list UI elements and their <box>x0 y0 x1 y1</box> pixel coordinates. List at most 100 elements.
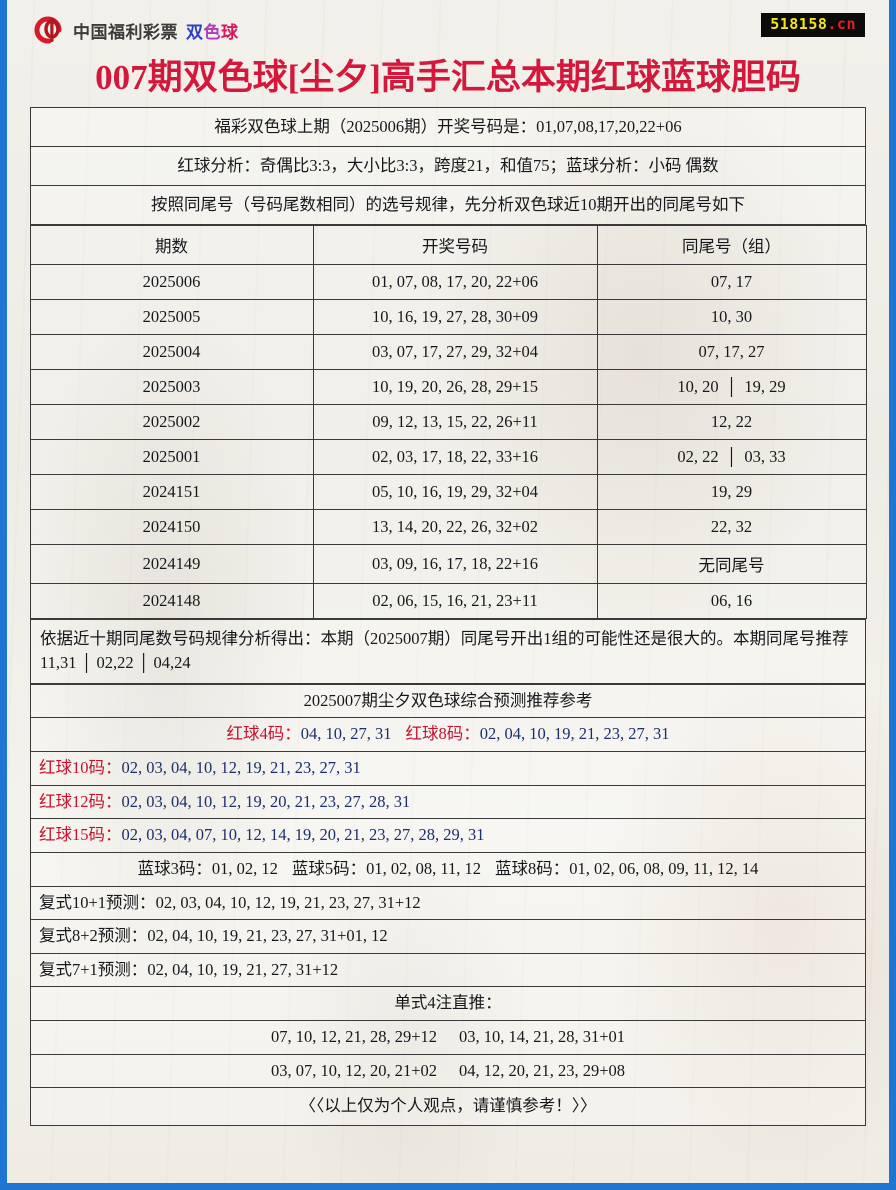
cell-issue: 2025004 <box>29 334 314 370</box>
url-badge-name: 518158 <box>770 15 828 33</box>
cell-tails: 19, 29 <box>596 474 867 510</box>
cell-tails: 22, 32 <box>596 509 867 545</box>
cell-issue: 2024148 <box>29 583 314 619</box>
cell-issue: 2025003 <box>29 369 314 405</box>
cell-tails: 07, 17, 27 <box>596 334 867 370</box>
cell-numbers: 02, 03, 17, 18, 22, 33+16 <box>312 439 598 475</box>
danshi-row-2: 03, 07, 10, 12, 20, 21+02 04, 12, 20, 21,… <box>30 1053 866 1089</box>
table-row: 红球10码：02, 03, 04, 10, 12, 19, 21, 23, 27… <box>30 751 866 786</box>
danshi-1-right: 03, 10, 14, 21, 28, 31+01 <box>459 1027 626 1047</box>
header-issue: 期数 <box>29 225 314 265</box>
danshi-2-right: 04, 12, 20, 21, 23, 29+08 <box>459 1060 626 1080</box>
table-row: 蓝球3码：01, 02, 12 蓝球5码：01, 02, 08, 11, 12 蓝球… <box>30 851 866 887</box>
red-12-row: 红球12码：02, 03, 04, 10, 12, 19, 20, 21, 23… <box>30 784 866 820</box>
red8-value: 02, 04, 10, 19, 21, 23, 27, 31 <box>479 724 670 744</box>
table-row: 红球4码：04, 10, 27, 31 红球8码：02, 04, 10, 19, … <box>30 717 866 753</box>
tail-group: 12, 22 <box>710 412 753 431</box>
cell-tails: 07, 17 <box>596 264 867 300</box>
cell-numbers: 09, 12, 13, 15, 22, 26+11 <box>312 404 598 440</box>
table-row: 单式4注直推： <box>30 986 866 1022</box>
cell-tails: 无同尾号 <box>596 544 867 584</box>
blue5-label: 蓝球5码： <box>291 858 367 878</box>
table-row: 红球15码：02, 03, 04, 07, 10, 12, 14, 19, 20… <box>30 818 866 853</box>
red8-label: 红球8码： <box>405 724 480 744</box>
cell-numbers: 02, 06, 15, 16, 21, 23+11 <box>312 583 598 619</box>
summary-banner-table: 福彩双色球上期（2025006期）开奖号码是：01,07,08,17,20,22… <box>30 107 866 225</box>
prediction-table: 2025007期尘夕双色球综合预测推荐参考 红球4码：04, 10, 27, 3… <box>30 683 866 1126</box>
rule-intro-banner: 按照同尾号（号码尾数相同）的选号规律，先分析双色球近10期开出的同尾号如下 <box>30 185 866 225</box>
draw-history-table: 期数 开奖号码 同尾号（组） 2025006 01, 07, 08, 17, 20… <box>29 225 867 619</box>
table-row: 07, 10, 12, 21, 28, 29+12 03, 10, 14, 21,… <box>30 1020 866 1055</box>
cell-tails: 12, 22 <box>596 404 867 440</box>
header-tails: 同尾号（组） <box>596 225 867 265</box>
cell-numbers: 03, 09, 16, 17, 18, 22+16 <box>312 544 598 584</box>
table-row: 红球分析：奇偶比3:3，大小比3:3，跨度21，和值75；蓝球分析：小码 偶数 <box>30 146 866 186</box>
tail-group: 03, 33 <box>744 447 786 466</box>
blue5-value: 01, 02, 08, 11, 12 <box>366 858 481 878</box>
cell-tails: 06, 16 <box>596 583 867 619</box>
tail-separator: │ <box>725 447 738 466</box>
red-10-row: 红球10码：02, 03, 04, 10, 12, 19, 21, 23, 27… <box>30 751 866 786</box>
cell-issue: 2025005 <box>29 299 314 335</box>
table-row: 红球12码：02, 03, 04, 10, 12, 19, 20, 21, 23… <box>30 784 866 820</box>
blue-codes-row: 蓝球3码：01, 02, 12 蓝球5码：01, 02, 08, 11, 12 蓝球… <box>30 851 866 887</box>
table-row: 复式7+1预测：02, 04, 10, 19, 21, 27, 31+12 <box>30 952 866 988</box>
red12-label: 红球12码： <box>39 791 122 811</box>
header-numbers: 开奖号码 <box>312 225 598 265</box>
conclusion-table: 依据近十期同尾数号码规律分析得出：本期（2025007期）同尾号开出1组的可能性… <box>30 619 866 684</box>
last-draw-banner: 福彩双色球上期（2025006期）开奖号码是：01,07,08,17,20,22… <box>30 107 866 147</box>
table-row: 2025004 03, 07, 17, 27, 29, 32+04 07, 17, … <box>29 334 867 370</box>
cell-issue: 2025002 <box>29 404 314 440</box>
table-row: 2025005 10, 16, 19, 27, 28, 30+09 10, 30 <box>29 299 867 335</box>
site-url-badge[interactable]: 518158.cn <box>761 13 865 37</box>
table-row: 〈〈以上仅为个人观点，请谨慎参考！〉〉 <box>30 1087 866 1126</box>
tail-group: 07, 17, 27 <box>698 342 765 361</box>
red-15-row: 红球15码：02, 03, 04, 07, 10, 12, 14, 19, 20… <box>30 818 866 853</box>
cell-numbers: 03, 07, 17, 27, 29, 32+04 <box>312 334 598 370</box>
fushi10-label: 复式10+1预测： <box>39 892 156 912</box>
china-welfare-lottery-logo-icon <box>33 15 65 45</box>
masthead: 中国福利彩票 双色球 518158.cn <box>7 0 889 58</box>
table-row: 2025001 02, 03, 17, 18, 22, 33+16 02, 22 │ 0… <box>29 439 867 475</box>
tail-group: 无同尾号 <box>698 556 765 575</box>
red15-label: 红球15码： <box>39 825 122 845</box>
cell-tails: 10, 30 <box>596 299 867 335</box>
cell-numbers: 10, 16, 19, 27, 28, 30+09 <box>312 299 598 335</box>
page-title: 007期双色球[尘夕]高手汇总本期红球蓝球胆码 <box>95 58 801 97</box>
blue3-value: 01, 02, 12 <box>211 858 278 878</box>
brand-char-2: 色 <box>203 22 221 43</box>
history-header-row: 期数 开奖号码 同尾号（组） <box>29 225 867 265</box>
blue8-value: 01, 02, 06, 08, 09, 11, 12, 14 <box>569 858 759 878</box>
danshi-1-left: 07, 10, 12, 21, 28, 29+12 <box>270 1027 437 1047</box>
url-badge-tld: .cn <box>827 15 856 33</box>
tail-group: 06, 16 <box>710 591 753 610</box>
red10-value: 02, 03, 04, 10, 12, 19, 21, 23, 27, 31 <box>121 758 361 778</box>
table-row: 2025006 01, 07, 08, 17, 20, 22+06 07, 17 <box>29 264 867 300</box>
cell-issue: 2025006 <box>29 264 314 300</box>
table-row: 2024149 03, 09, 16, 17, 18, 22+16 无同尾号 <box>29 544 867 584</box>
table-row: 依据近十期同尾数号码规律分析得出：本期（2025007期）同尾号开出1组的可能性… <box>30 619 866 684</box>
brand-char-1: 双 <box>186 22 204 43</box>
table-row: 复式10+1预测：02, 03, 04, 10, 12, 19, 21, 23,… <box>30 885 866 921</box>
table-row: 复式8+2预测：02, 04, 10, 19, 21, 23, 27, 31+0… <box>30 919 866 954</box>
tail-group: 19, 29 <box>744 377 786 396</box>
red15-value: 02, 03, 04, 07, 10, 12, 14, 19, 20, 21, … <box>121 825 485 845</box>
site-brand: 中国福利彩票 双色球 <box>33 14 239 46</box>
cell-numbers: 10, 19, 20, 26, 28, 29+15 <box>312 369 598 405</box>
tail-group: 22, 32 <box>710 517 753 536</box>
fushi-7-plus-1-row: 复式7+1预测：02, 04, 10, 19, 21, 27, 31+12 <box>30 952 866 988</box>
prediction-section-title: 2025007期尘夕双色球综合预测推荐参考 <box>30 683 866 719</box>
tail-group: 19, 29 <box>710 482 753 501</box>
tail-separator: │ <box>725 377 738 396</box>
fushi-10-plus-1-row: 复式10+1预测：02, 03, 04, 10, 12, 19, 21, 23,… <box>30 885 866 921</box>
brand-char-3: 球 <box>221 22 239 43</box>
table-row: 2025002 09, 12, 13, 15, 22, 26+11 12, 22 <box>29 404 867 440</box>
red-4-and-8-row: 红球4码：04, 10, 27, 31 红球8码：02, 04, 10, 19, … <box>30 717 866 753</box>
cell-numbers: 05, 10, 16, 19, 29, 32+04 <box>312 474 598 510</box>
tail-group: 02, 22 <box>677 447 719 466</box>
conclusion-text: 依据近十期同尾数号码规律分析得出：本期（2025007期）同尾号开出1组的可能性… <box>30 619 866 684</box>
analysis-banner: 红球分析：奇偶比3:3，大小比3:3，跨度21，和值75；蓝球分析：小码 偶数 <box>30 146 866 186</box>
fushi8-label: 复式8+2预测： <box>39 926 148 946</box>
red10-label: 红球10码： <box>39 758 122 778</box>
